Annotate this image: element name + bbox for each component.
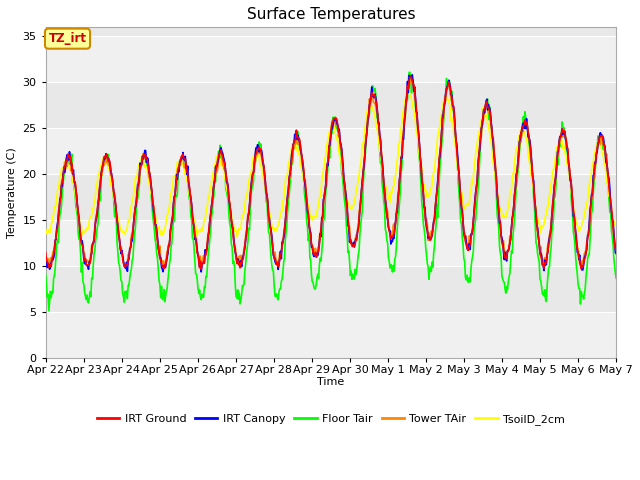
IRT Canopy <box>408 72 416 78</box>
TsoilD_2cm <box>405 86 413 92</box>
IRT Ground <box>612 248 620 253</box>
IRT Ground <box>407 74 415 80</box>
Bar <box>45 312 616 358</box>
Floor Tair <box>53 242 61 248</box>
IRT Canopy <box>200 260 207 266</box>
Title: Surface Temperatures: Surface Temperatures <box>246 7 415 22</box>
IRT Canopy <box>197 269 205 275</box>
IRT Ground <box>419 182 426 188</box>
IRT Canopy <box>111 196 118 202</box>
IRT Canopy <box>52 237 60 242</box>
Text: TZ_irt: TZ_irt <box>49 32 86 45</box>
TsoilD_2cm <box>169 185 177 191</box>
IRT Canopy <box>612 251 620 256</box>
Legend: IRT Ground, IRT Canopy, Floor Tair, Tower TAir, TsoilD_2cm: IRT Ground, IRT Canopy, Floor Tair, Towe… <box>92 409 570 429</box>
Y-axis label: Temperature (C): Temperature (C) <box>7 147 17 238</box>
TsoilD_2cm <box>612 226 620 232</box>
IRT Ground <box>401 109 409 115</box>
Floor Tair <box>42 272 49 277</box>
TsoilD_2cm <box>42 227 49 232</box>
TsoilD_2cm <box>199 228 207 233</box>
IRT Canopy <box>42 255 49 261</box>
Line: IRT Ground: IRT Ground <box>45 77 616 269</box>
X-axis label: Time: Time <box>317 377 344 387</box>
IRT Canopy <box>169 215 177 221</box>
Bar <box>45 174 616 220</box>
Line: IRT Canopy: IRT Canopy <box>45 75 616 272</box>
IRT Ground <box>111 193 118 199</box>
Floor Tair <box>170 215 177 220</box>
Tower TAir <box>169 213 177 219</box>
Bar <box>45 36 616 83</box>
Tower TAir <box>52 234 60 240</box>
Floor Tair <box>45 308 52 314</box>
Floor Tair <box>419 208 426 214</box>
Tower TAir <box>200 252 207 258</box>
IRT Ground <box>197 266 205 272</box>
Tower TAir <box>197 266 205 272</box>
Bar <box>45 266 616 312</box>
TsoilD_2cm <box>233 234 241 240</box>
Floor Tair <box>401 117 409 122</box>
Floor Tair <box>406 70 413 75</box>
TsoilD_2cm <box>52 203 60 209</box>
Tower TAir <box>111 190 118 196</box>
Line: Floor Tair: Floor Tair <box>45 72 616 311</box>
IRT Canopy <box>419 181 426 187</box>
Tower TAir <box>612 249 620 254</box>
Line: TsoilD_2cm: TsoilD_2cm <box>45 89 616 237</box>
IRT Ground <box>42 249 49 255</box>
Bar <box>45 83 616 128</box>
Tower TAir <box>419 180 426 186</box>
Floor Tair <box>111 212 119 217</box>
TsoilD_2cm <box>111 199 118 205</box>
TsoilD_2cm <box>419 175 426 180</box>
IRT Ground <box>52 235 60 240</box>
Tower TAir <box>401 113 409 119</box>
IRT Ground <box>200 260 207 265</box>
IRT Ground <box>169 214 177 219</box>
TsoilD_2cm <box>401 97 409 103</box>
IRT Canopy <box>401 112 409 118</box>
Line: Tower TAir: Tower TAir <box>45 80 616 269</box>
Bar <box>45 220 616 266</box>
Floor Tair <box>200 295 207 300</box>
Bar <box>45 128 616 174</box>
Tower TAir <box>406 77 413 83</box>
Tower TAir <box>42 254 49 260</box>
Floor Tair <box>612 276 620 281</box>
